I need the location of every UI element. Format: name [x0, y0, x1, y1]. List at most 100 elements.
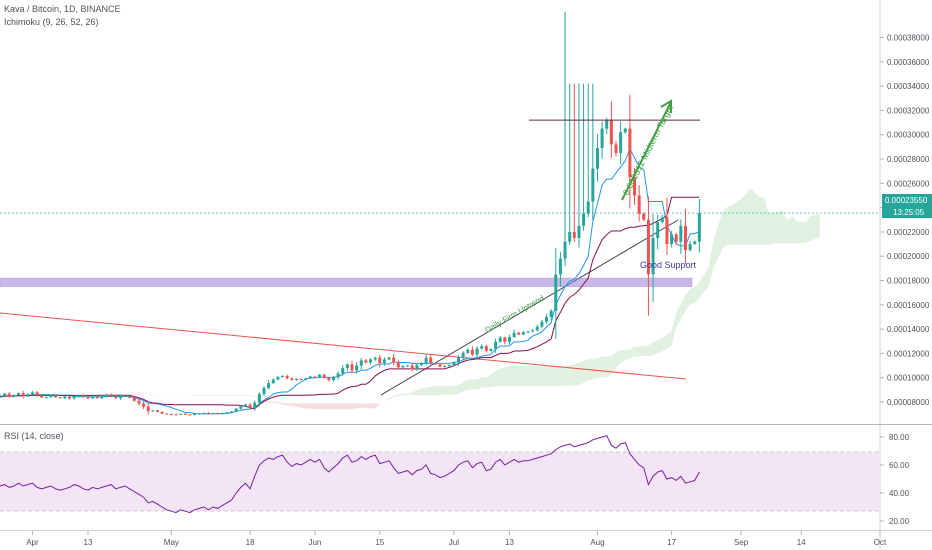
candle[interactable]	[683, 225, 687, 251]
candle[interactable]	[285, 375, 289, 379]
candle[interactable]	[461, 352, 465, 358]
candle[interactable]	[146, 406, 150, 412]
candle[interactable]	[373, 357, 377, 360]
candle[interactable]	[494, 341, 498, 350]
candle[interactable]	[72, 396, 76, 399]
candle[interactable]	[512, 332, 516, 337]
candle[interactable]	[281, 375, 285, 378]
candle[interactable]	[489, 349, 493, 351]
candle[interactable]	[30, 392, 34, 395]
candle[interactable]	[100, 396, 104, 399]
candle[interactable]	[563, 241, 567, 259]
candle[interactable]	[188, 414, 192, 416]
candle[interactable]	[322, 374, 326, 378]
candle[interactable]	[257, 394, 261, 403]
candle[interactable]	[86, 396, 90, 399]
candle[interactable]	[387, 357, 391, 360]
candle[interactable]	[165, 413, 169, 415]
price-scale[interactable]: 0.00038000 0.00036000 0.00034000 0.00032000…	[880, 34, 930, 407]
candle[interactable]	[433, 363, 437, 365]
candle[interactable]	[271, 379, 275, 384]
candle[interactable]	[336, 373, 340, 378]
candle[interactable]	[169, 414, 173, 416]
rsi-legend[interactable]: RSI (14, close)	[4, 431, 64, 441]
candle[interactable]	[234, 408, 238, 412]
candle[interactable]	[484, 346, 488, 351]
candle[interactable]	[220, 412, 224, 414]
candle[interactable]	[688, 244, 692, 251]
candle[interactable]	[155, 410, 159, 412]
candle[interactable]	[401, 366, 405, 368]
candle[interactable]	[35, 392, 39, 396]
candle[interactable]	[206, 412, 210, 415]
candle[interactable]	[656, 222, 660, 238]
candle[interactable]	[415, 364, 419, 370]
candle[interactable]	[21, 393, 25, 397]
candle[interactable]	[44, 397, 48, 399]
candle[interactable]	[406, 365, 410, 367]
candle[interactable]	[572, 231, 576, 238]
candle[interactable]	[651, 237, 655, 275]
candle[interactable]	[95, 396, 99, 399]
candle[interactable]	[619, 132, 623, 153]
candle[interactable]	[105, 394, 109, 397]
candle[interactable]	[517, 332, 521, 335]
candle[interactable]	[364, 360, 368, 363]
candle[interactable]	[359, 360, 363, 366]
candle[interactable]	[308, 376, 312, 379]
candle[interactable]	[17, 393, 21, 395]
candle[interactable]	[81, 395, 85, 397]
candle[interactable]	[128, 396, 132, 398]
candle[interactable]	[77, 395, 81, 397]
candle[interactable]	[637, 195, 641, 214]
candle[interactable]	[382, 359, 386, 364]
candle[interactable]	[582, 213, 586, 226]
candle[interactable]	[535, 326, 539, 331]
candle[interactable]	[369, 359, 373, 363]
candle[interactable]	[392, 357, 396, 363]
candle[interactable]	[591, 168, 595, 202]
candle[interactable]	[197, 413, 201, 415]
candle[interactable]	[531, 330, 535, 332]
candle[interactable]	[318, 374, 322, 378]
candle[interactable]	[137, 400, 141, 404]
candle[interactable]	[595, 148, 599, 169]
target-group[interactable]	[0, 119, 880, 214]
candle[interactable]	[545, 316, 549, 322]
candle[interactable]	[267, 383, 271, 389]
candle[interactable]	[183, 413, 187, 415]
candle[interactable]	[600, 128, 604, 149]
candle[interactable]	[507, 336, 511, 342]
candle[interactable]	[628, 128, 632, 178]
candle[interactable]	[558, 258, 562, 275]
candle[interactable]	[193, 413, 197, 415]
candle[interactable]	[294, 378, 298, 380]
candle[interactable]	[253, 402, 257, 409]
candle[interactable]	[132, 397, 136, 401]
candle[interactable]	[355, 365, 359, 371]
candles[interactable]	[0, 12, 701, 416]
candle[interactable]	[378, 357, 382, 364]
candle[interactable]	[424, 357, 428, 364]
candle[interactable]	[276, 377, 280, 380]
candle[interactable]	[7, 393, 11, 397]
candle[interactable]	[40, 395, 44, 398]
candle[interactable]	[0, 395, 2, 398]
candle[interactable]	[633, 177, 637, 196]
candle[interactable]	[470, 349, 474, 355]
candle[interactable]	[665, 217, 669, 245]
candle[interactable]	[438, 364, 442, 367]
candle[interactable]	[248, 404, 252, 409]
candle[interactable]	[230, 411, 234, 413]
candle[interactable]	[118, 395, 122, 399]
candle[interactable]	[679, 225, 683, 242]
candle[interactable]	[554, 274, 558, 311]
candle[interactable]	[160, 411, 164, 414]
candle[interactable]	[331, 377, 335, 381]
candle[interactable]	[211, 413, 215, 415]
candle[interactable]	[577, 225, 581, 238]
candle[interactable]	[174, 414, 178, 416]
candle[interactable]	[447, 364, 451, 367]
candle[interactable]	[605, 120, 609, 129]
candle[interactable]	[503, 337, 507, 342]
